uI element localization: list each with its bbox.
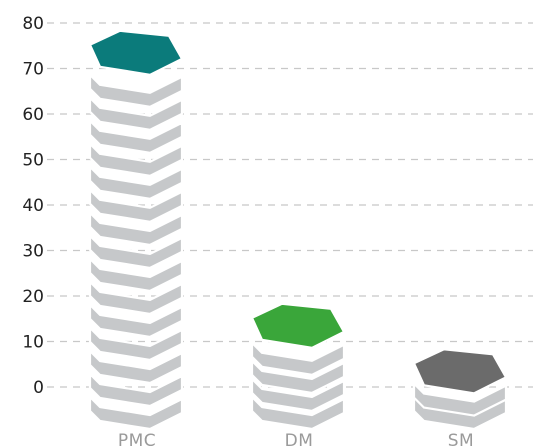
y-tick-label: 0 [33,378,44,398]
stack-layer [88,303,184,338]
bar-top-hexagon [412,348,508,395]
y-tick-label: 70 [22,60,44,80]
stack-layer [88,372,184,408]
stack-layer [88,234,184,269]
stack-layer [250,359,346,394]
y-tick-label: 50 [22,151,44,171]
y-tick-label: 10 [22,333,44,353]
stack-layer [88,96,184,131]
stack-layer [88,119,184,154]
stack-layer [250,341,346,376]
bar-pmc [88,29,184,431]
category-label: DM [285,431,314,448]
y-axis-ticks: 0 10 20 30 40 50 60 70 80 [22,14,44,398]
y-tick-label: 40 [22,196,44,216]
stack-layer [88,142,184,177]
stack-layer [88,349,184,385]
y-tick-label: 60 [22,105,44,125]
y-tick-label: 80 [22,14,44,34]
bars [88,29,508,431]
y-tick-label: 20 [22,287,44,307]
stack-layer [88,165,184,200]
bar-top-hexagon [250,302,346,349]
stack-layer [88,326,184,361]
stack-layer [88,280,184,315]
stack-layer [88,257,184,292]
bar-top-hexagon [88,29,184,76]
category-label: SM [448,431,474,448]
bar-dm [250,302,346,431]
stack-layer [412,382,508,417]
y-tick-label: 30 [22,242,44,262]
bar-sm [412,348,508,431]
stack-layer [88,395,184,431]
stack-layer [88,188,184,223]
stack-layer [250,395,346,431]
x-axis-categories: PMC DM SM [118,431,474,448]
stack-layer [88,211,184,246]
stack-layer [250,377,346,412]
category-label: PMC [118,431,156,448]
stack-layer [88,73,184,108]
